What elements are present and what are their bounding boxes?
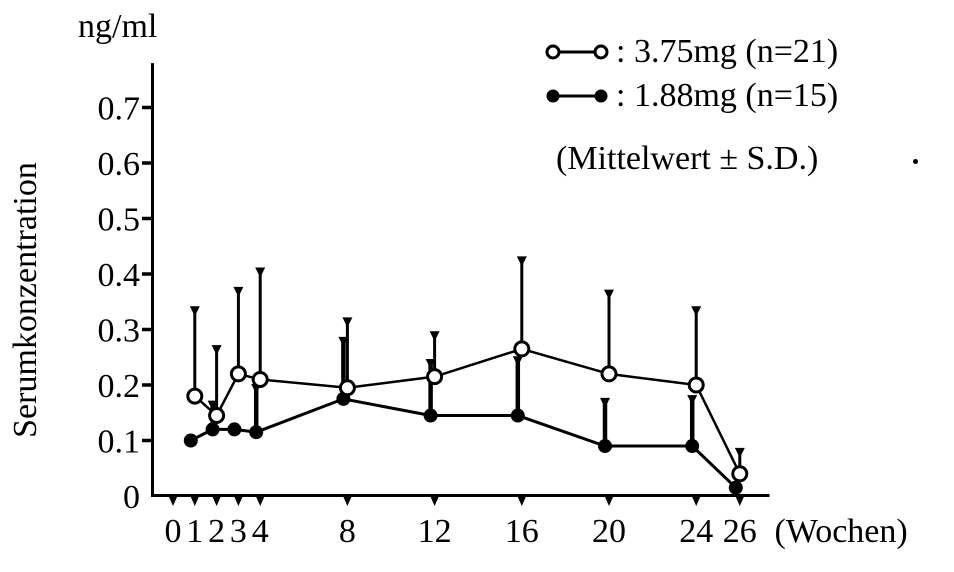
- data-point-filled: [685, 439, 700, 454]
- legend-label-3-75mg: : 3.75mg (n=21): [616, 33, 839, 70]
- error-bar-cap: [429, 331, 440, 342]
- error-bar-cap: [691, 306, 702, 317]
- data-point-open: [229, 365, 247, 383]
- stray-ink-dot: [913, 159, 918, 164]
- x-tick: [212, 497, 221, 506]
- y-tick-label: 0.3: [98, 313, 141, 350]
- data-point-open: [731, 465, 749, 483]
- legend-item-1-88mg: : 1.88mg (n=15): [544, 77, 839, 114]
- open-circle-line-icon: [545, 44, 609, 60]
- x-tick: [430, 497, 439, 506]
- error-bar-cap: [604, 289, 614, 300]
- x-tick-label: 26: [723, 513, 757, 550]
- y-axis-unit-label: ng/ml: [78, 8, 158, 45]
- x-tick-label: 8: [339, 513, 356, 550]
- error-bar-cap: [233, 286, 244, 297]
- x-tick: [256, 497, 265, 506]
- data-point-open: [338, 379, 356, 397]
- x-tick: [605, 497, 613, 506]
- error-bar-cap: [211, 345, 222, 356]
- data-point-open: [208, 407, 226, 425]
- error-bar-cap: [512, 356, 523, 367]
- x-tick-label: 0: [165, 513, 182, 550]
- series-line-open: [193, 347, 741, 475]
- y-tick-label: 0.2: [98, 368, 141, 405]
- x-tick-label: 1: [186, 513, 203, 550]
- x-tick: [692, 497, 701, 506]
- x-tick-label: 20: [592, 513, 626, 550]
- data-point-filled: [183, 433, 198, 448]
- error-bar-cap: [687, 395, 698, 406]
- data-point-filled: [510, 408, 525, 423]
- data-point-filled: [728, 480, 743, 495]
- x-tick-label: 2: [208, 513, 225, 550]
- data-point-open: [600, 365, 618, 383]
- x-tick: [169, 497, 177, 506]
- x-tick: [343, 497, 352, 506]
- y-tick-label: 0.4: [98, 257, 141, 294]
- x-tick: [517, 497, 526, 506]
- data-point-open: [513, 340, 531, 358]
- data-point-open: [251, 370, 269, 388]
- legend-label-1-88mg: : 1.88mg (n=15): [616, 77, 839, 114]
- y-tick-label: 0.5: [98, 202, 141, 239]
- error-bar-cap: [600, 397, 610, 408]
- x-tick: [234, 497, 243, 506]
- error-bar-cap: [734, 447, 745, 458]
- error-bar-cap: [516, 256, 527, 267]
- data-point-open: [186, 387, 204, 405]
- data-point-open: [687, 376, 705, 394]
- x-axis-unit-label: (Wochen): [775, 513, 908, 550]
- x-tick-label: 12: [418, 513, 452, 550]
- legend-item-3-75mg: : 3.75mg (n=21): [544, 33, 839, 70]
- data-point-filled: [249, 425, 264, 440]
- legend-note-mean-sd: (Mittelwert ± S.D.): [556, 140, 819, 177]
- data-point-filled: [598, 439, 612, 454]
- x-tick-label: 16: [505, 513, 539, 550]
- data-point-filled: [205, 422, 220, 437]
- x-tick-label: 24: [679, 513, 713, 550]
- filled-circle-line-icon: [546, 89, 608, 103]
- data-point-filled: [227, 422, 242, 437]
- x-tick-label: 3: [230, 513, 247, 550]
- y-tick-label: 0: [123, 479, 140, 516]
- data-point-filled: [423, 408, 438, 423]
- data-point-open: [426, 368, 444, 386]
- error-bar-cap: [189, 306, 200, 317]
- series-line-filled: [190, 397, 737, 489]
- y-tick-label: 0.1: [98, 424, 141, 461]
- x-tick: [735, 497, 744, 506]
- x-tick-label: 4: [252, 513, 269, 550]
- error-bar-cap: [342, 317, 353, 328]
- error-bar-cap: [255, 267, 266, 278]
- x-tick: [190, 497, 199, 506]
- y-tick-label: 0.7: [98, 91, 141, 128]
- y-tick-label: 0.6: [98, 146, 141, 183]
